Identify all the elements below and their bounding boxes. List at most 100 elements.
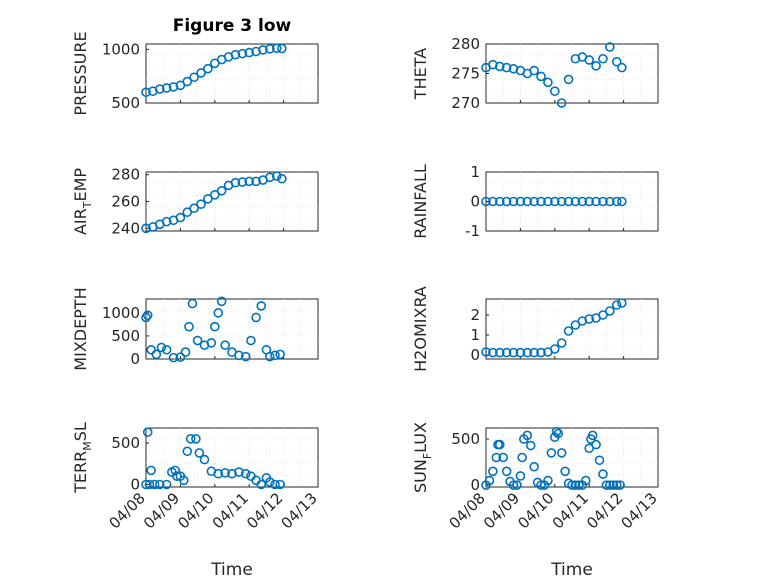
data-point [275, 479, 285, 490]
data-point [161, 479, 172, 490]
data-point [484, 475, 495, 486]
y-axis-label-main: SUN [411, 459, 430, 493]
data-point [580, 475, 591, 486]
x-tick-label: 04/10 [514, 489, 557, 532]
data-point [488, 196, 498, 207]
data-point [556, 338, 567, 348]
data-point [549, 196, 560, 207]
data-point [240, 468, 251, 479]
data-point [161, 216, 172, 227]
y-axis-label-subscript: T [81, 201, 94, 209]
data-point [203, 194, 213, 204]
y-tick-label: 280 [451, 35, 480, 53]
data-point [605, 480, 615, 490]
data-point [529, 65, 539, 76]
data-point [601, 480, 612, 490]
data-point [220, 468, 230, 478]
data-point [529, 347, 539, 358]
data-point [161, 83, 172, 93]
data-point [508, 196, 519, 207]
data-point [546, 448, 557, 458]
data-point [488, 466, 498, 477]
data-point [265, 172, 275, 183]
data-point [182, 207, 193, 218]
data-point [512, 480, 522, 490]
y-axis-label: TERRMSL [71, 422, 94, 494]
subplot-2: 270 275 280 THETA [411, 35, 659, 112]
data-point [182, 76, 193, 87]
data-point [251, 312, 261, 323]
data-point [570, 480, 581, 490]
data-point [491, 452, 502, 463]
y-axis-label-rest: SL [71, 422, 90, 441]
data-point [244, 47, 254, 58]
y-axis-label-main: THETA [411, 48, 430, 100]
y-tick-label: 260 [111, 193, 140, 211]
y-tick-label: 270 [451, 94, 480, 112]
subplot-1: 500 1000 PRESSURE Figure 3 low [71, 16, 319, 116]
data-point [141, 87, 151, 98]
x-tick-label: 04/09 [140, 489, 183, 532]
y-axis-label-main: AIR [71, 208, 90, 235]
data-point [227, 468, 237, 479]
data-point [567, 480, 577, 490]
y-axis-label: THETA [411, 48, 430, 100]
y-axis-label-main: H2OMIXRA [411, 286, 430, 372]
x-tick-label: 04/12 [243, 489, 286, 532]
x-tick-label: 04/11 [549, 489, 592, 532]
axes-box [485, 43, 659, 104]
y-tick-label: 1000 [102, 304, 140, 322]
data-point [191, 434, 201, 444]
x-tick-label: 04/12 [583, 489, 626, 532]
data-point [549, 86, 560, 96]
subplot-6: 0 1 2 H2OMIXRA [411, 286, 659, 372]
data-point [256, 301, 267, 311]
data-point [142, 427, 153, 437]
data-point [270, 350, 280, 361]
y-axis-label: H2OMIXRA [411, 286, 430, 372]
data-point [194, 448, 205, 458]
data-point [563, 74, 574, 85]
data-point [556, 196, 567, 207]
data-point [551, 426, 562, 437]
x-tick-label: 04/11 [209, 489, 252, 532]
x-axis-label: Time [550, 560, 593, 580]
data-point [508, 347, 519, 358]
y-axis-label-main: RAINFALL [411, 164, 430, 239]
y-tick-label: 1000 [102, 40, 140, 58]
subplot-4: -1 0 1 RAINFALL [411, 163, 659, 240]
data-point [515, 196, 526, 207]
data-point [501, 347, 512, 358]
y-tick-label: 0 [470, 193, 480, 211]
data-point [563, 196, 574, 207]
data-point [598, 310, 608, 320]
y-tick-label: 240 [111, 219, 140, 237]
data-point [529, 461, 539, 472]
data-point [522, 430, 533, 441]
data-point [584, 196, 595, 207]
data-point [508, 480, 519, 490]
data-point [271, 171, 282, 181]
data-point [206, 338, 217, 348]
data-point [515, 471, 526, 481]
data-point [216, 185, 227, 196]
data-point [154, 84, 165, 94]
y-tick-label: 500 [111, 94, 140, 112]
data-point [598, 469, 608, 479]
data-point [271, 43, 282, 54]
data-point [605, 42, 615, 52]
data-point [522, 347, 533, 358]
y-axis-label-rest: EMP [71, 168, 90, 202]
y-axis-label: RAINFALL [411, 164, 430, 239]
data-point [149, 479, 160, 490]
y-axis-label: MIXDEPTH [71, 287, 90, 370]
subplot-5: 0 500 1000 MIXDEPTH [71, 287, 319, 371]
data-point [265, 44, 275, 54]
data-point [196, 68, 206, 78]
data-point [617, 298, 627, 308]
data-point [256, 479, 267, 490]
y-tick-label: 0 [130, 350, 140, 368]
data-point [615, 480, 625, 490]
data-point [494, 347, 505, 358]
